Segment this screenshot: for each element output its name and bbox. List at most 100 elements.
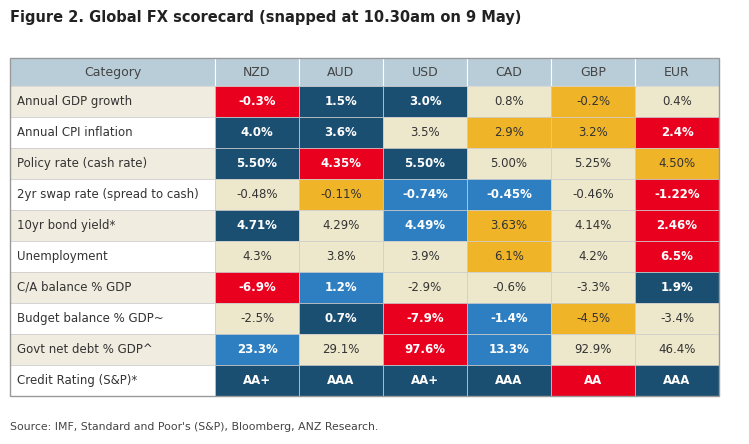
Bar: [635, 86, 719, 117]
Bar: [215, 241, 299, 272]
Text: 3.5%: 3.5%: [410, 126, 440, 139]
Bar: [383, 58, 467, 86]
Text: -2.9%: -2.9%: [408, 281, 442, 294]
Text: Category: Category: [84, 66, 141, 79]
Bar: [10, 241, 215, 272]
Text: Govt net debt % GDP^: Govt net debt % GDP^: [17, 343, 153, 356]
Bar: [10, 86, 215, 117]
Bar: [467, 303, 551, 334]
Bar: [467, 210, 551, 241]
Text: GBP: GBP: [580, 66, 606, 79]
Bar: [467, 148, 551, 179]
Bar: [10, 365, 215, 396]
Bar: [215, 148, 299, 179]
Text: 1.9%: 1.9%: [661, 281, 694, 294]
Text: 0.8%: 0.8%: [494, 95, 524, 108]
Bar: [635, 303, 719, 334]
Bar: [467, 117, 551, 148]
Bar: [467, 86, 551, 117]
Text: 4.2%: 4.2%: [578, 250, 608, 263]
Text: EUR: EUR: [664, 66, 690, 79]
Bar: [635, 58, 719, 86]
Text: 4.49%: 4.49%: [404, 219, 446, 232]
Bar: [383, 365, 467, 396]
Text: 1.2%: 1.2%: [324, 281, 357, 294]
Bar: [299, 210, 383, 241]
Text: 92.9%: 92.9%: [574, 343, 612, 356]
Bar: [551, 148, 635, 179]
Bar: [10, 272, 215, 303]
Text: -0.2%: -0.2%: [576, 95, 610, 108]
Bar: [635, 334, 719, 365]
Text: 3.9%: 3.9%: [410, 250, 440, 263]
Text: -0.48%: -0.48%: [236, 188, 278, 201]
Text: -0.11%: -0.11%: [320, 188, 362, 201]
Bar: [551, 334, 635, 365]
Bar: [215, 210, 299, 241]
Bar: [299, 365, 383, 396]
Text: -7.9%: -7.9%: [406, 312, 444, 325]
Text: 3.6%: 3.6%: [324, 126, 357, 139]
Bar: [10, 334, 215, 365]
Bar: [467, 365, 551, 396]
Bar: [215, 117, 299, 148]
Text: AA: AA: [584, 374, 602, 387]
Bar: [635, 210, 719, 241]
Text: 13.3%: 13.3%: [488, 343, 530, 356]
Text: -3.4%: -3.4%: [660, 312, 694, 325]
Text: Source: IMF, Standard and Poor's (S&P), Bloomberg, ANZ Research.: Source: IMF, Standard and Poor's (S&P), …: [10, 422, 378, 432]
Text: Policy rate (cash rate): Policy rate (cash rate): [17, 157, 147, 170]
Bar: [10, 179, 215, 210]
Text: 4.71%: 4.71%: [237, 219, 277, 232]
Bar: [383, 241, 467, 272]
Bar: [635, 272, 719, 303]
Bar: [215, 334, 299, 365]
Text: 10yr bond yield*: 10yr bond yield*: [17, 219, 115, 232]
Bar: [299, 117, 383, 148]
Text: 4.3%: 4.3%: [242, 250, 272, 263]
Text: 3.8%: 3.8%: [326, 250, 356, 263]
Bar: [551, 86, 635, 117]
Text: 0.7%: 0.7%: [324, 312, 357, 325]
Text: Figure 2. Global FX scorecard (snapped at 10.30am on 9 May): Figure 2. Global FX scorecard (snapped a…: [10, 10, 521, 25]
Bar: [383, 179, 467, 210]
Text: -3.3%: -3.3%: [576, 281, 610, 294]
Bar: [215, 179, 299, 210]
Bar: [635, 241, 719, 272]
Text: AA+: AA+: [243, 374, 271, 387]
Text: -6.9%: -6.9%: [238, 281, 276, 294]
Bar: [467, 241, 551, 272]
Text: 5.25%: 5.25%: [574, 157, 612, 170]
Text: AAA: AAA: [327, 374, 355, 387]
Text: AUD: AUD: [327, 66, 354, 79]
Text: Budget balance % GDP~: Budget balance % GDP~: [17, 312, 163, 325]
Text: -1.4%: -1.4%: [490, 312, 528, 325]
Bar: [10, 58, 719, 396]
Text: Annual CPI inflation: Annual CPI inflation: [17, 126, 133, 139]
Text: -0.46%: -0.46%: [572, 188, 614, 201]
Bar: [551, 303, 635, 334]
Text: USD: USD: [412, 66, 438, 79]
Bar: [383, 86, 467, 117]
Bar: [383, 117, 467, 148]
Text: C/A balance % GDP: C/A balance % GDP: [17, 281, 131, 294]
Text: CAD: CAD: [496, 66, 523, 79]
Bar: [215, 365, 299, 396]
Text: 0.4%: 0.4%: [662, 95, 692, 108]
Text: 3.0%: 3.0%: [409, 95, 441, 108]
Text: -0.74%: -0.74%: [402, 188, 448, 201]
Text: 2yr swap rate (spread to cash): 2yr swap rate (spread to cash): [17, 188, 198, 201]
Bar: [10, 58, 215, 86]
Bar: [383, 210, 467, 241]
Bar: [299, 148, 383, 179]
Bar: [467, 272, 551, 303]
Bar: [215, 272, 299, 303]
Bar: [551, 365, 635, 396]
Bar: [551, 58, 635, 86]
Text: -4.5%: -4.5%: [576, 312, 610, 325]
Bar: [10, 210, 215, 241]
Bar: [299, 241, 383, 272]
Text: 6.1%: 6.1%: [494, 250, 524, 263]
Bar: [215, 86, 299, 117]
Text: 2.9%: 2.9%: [494, 126, 524, 139]
